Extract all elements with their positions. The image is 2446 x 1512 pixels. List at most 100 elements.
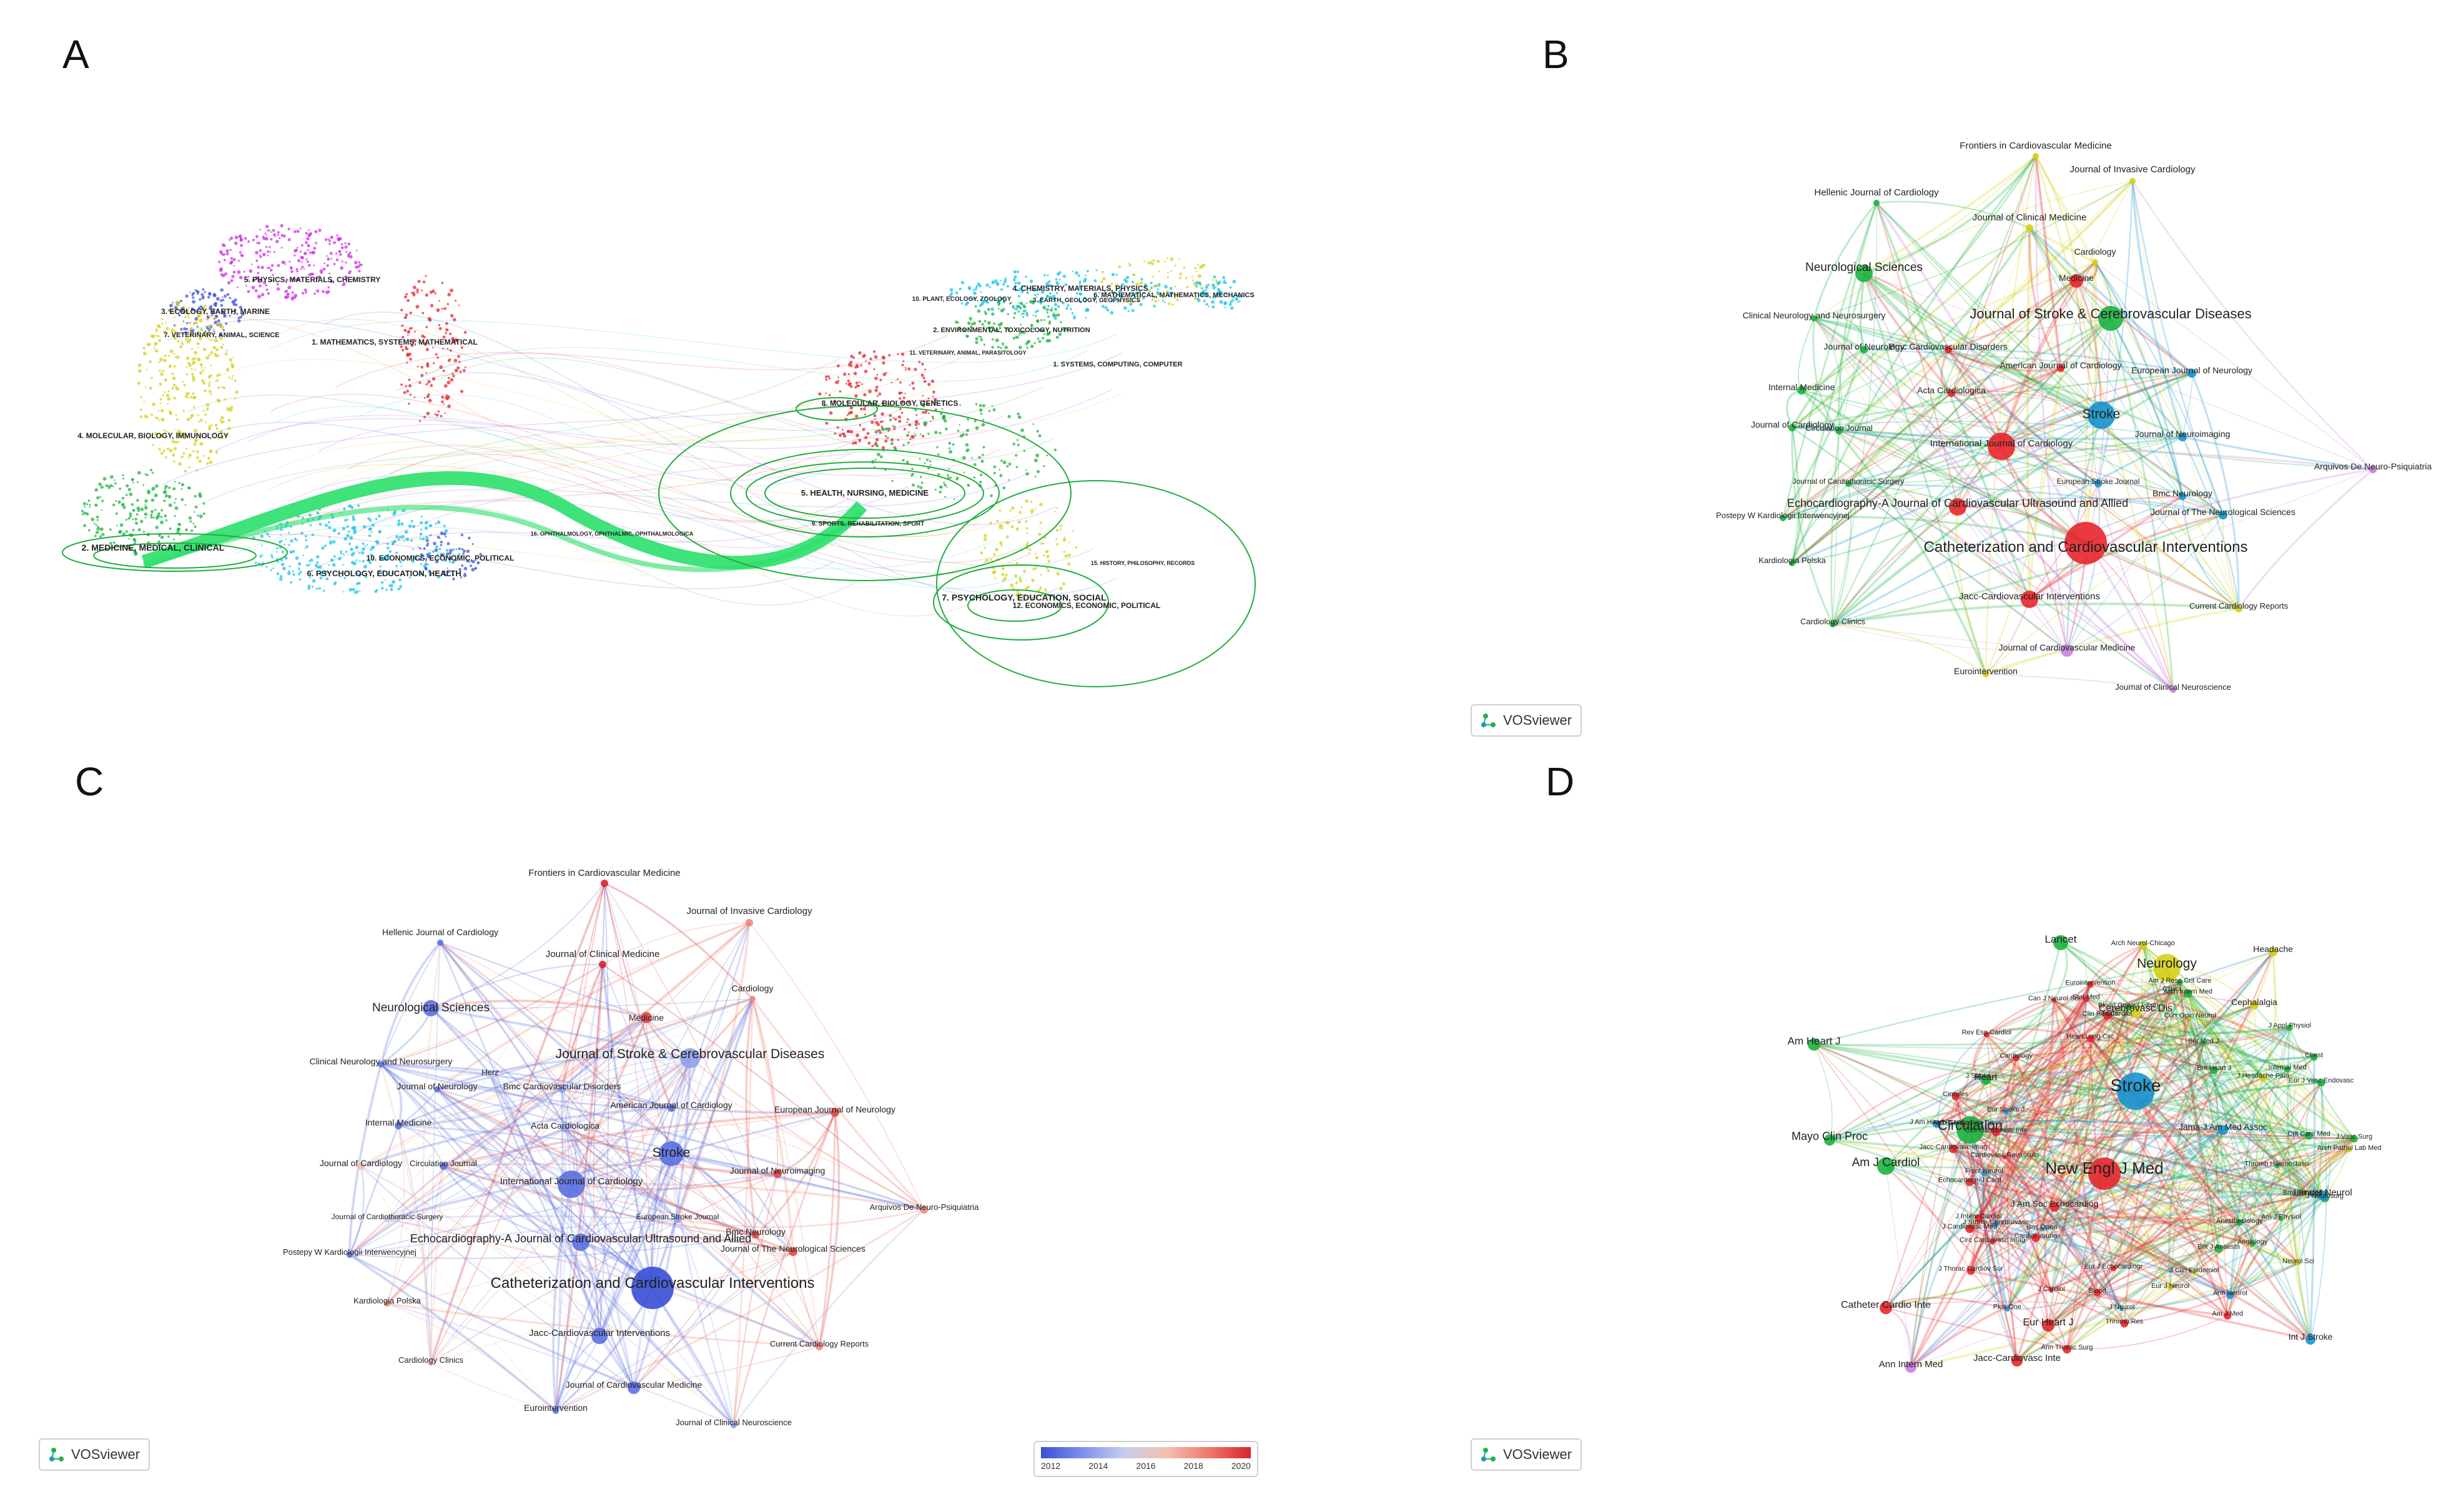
journal-dot	[1008, 462, 1012, 466]
journal-dot	[222, 297, 224, 298]
journal-dot	[239, 240, 242, 242]
journal-dot	[83, 524, 87, 528]
journal-dot	[177, 313, 181, 317]
journal-dot	[287, 285, 292, 290]
journal-dot	[1039, 586, 1042, 589]
journal-dot	[194, 321, 199, 325]
journal-dot	[225, 434, 229, 437]
cluster-points	[980, 499, 1078, 601]
journal-dot	[234, 397, 236, 400]
journal-dot	[447, 292, 451, 297]
journal-dot	[991, 338, 994, 341]
journal-label: Kardiologia Polska	[353, 1296, 421, 1305]
journal-dot	[155, 328, 158, 331]
journal-dot	[297, 278, 300, 281]
cluster-points	[870, 400, 1057, 500]
journal-dot	[424, 526, 428, 530]
journal-dot	[174, 515, 176, 518]
journal-dot	[350, 553, 354, 557]
journal-dot	[442, 335, 446, 339]
journal-dot	[429, 290, 433, 294]
journal-dot	[915, 414, 918, 416]
journal-dot	[876, 395, 879, 397]
journal-dot	[177, 429, 180, 432]
journal-dot	[158, 448, 161, 451]
journal-dot	[280, 247, 283, 249]
journal-dot	[1166, 277, 1169, 278]
journal-dot	[125, 518, 128, 521]
journal-dot	[194, 357, 197, 360]
journal-dot	[96, 519, 99, 521]
cluster-points	[398, 275, 467, 423]
journal-dot	[180, 498, 184, 501]
journal-dot	[874, 430, 879, 434]
journal-dot	[1025, 520, 1028, 523]
journal-dot	[1115, 273, 1118, 276]
journal-dot	[984, 534, 987, 538]
journal-dot	[142, 531, 145, 533]
map-label-left: 3. ECOLOGY, EARTH, MARINE	[161, 307, 270, 316]
journal-dot	[323, 570, 328, 574]
journal-dot	[1205, 285, 1208, 289]
journal-dot	[1038, 340, 1042, 343]
journal-dot	[392, 512, 397, 516]
journal-dot	[837, 376, 839, 378]
journal-dot	[1034, 566, 1037, 570]
journal-dot	[221, 386, 224, 388]
journal-dot	[425, 521, 428, 525]
journal-dot	[1016, 270, 1020, 273]
journal-dot	[207, 384, 210, 387]
journal-dot	[854, 415, 859, 418]
journal-dot	[176, 303, 180, 307]
journal-dot	[204, 304, 207, 308]
journal-dot	[1020, 428, 1024, 433]
journal-dot	[267, 254, 269, 257]
journal-dot	[230, 236, 234, 240]
journal-dot	[1010, 525, 1014, 529]
journal-dot	[151, 486, 155, 491]
vosviewer-label: VOSviewer	[71, 1446, 141, 1462]
journal-dot	[279, 237, 281, 240]
journal-dot	[149, 545, 152, 547]
journal-dot	[271, 264, 274, 267]
journal-dot	[264, 232, 267, 234]
journal-dot	[260, 293, 265, 297]
journal-dot	[214, 338, 219, 343]
journal-dot	[265, 566, 268, 568]
journal-dot	[466, 559, 470, 563]
journal-dot	[1032, 314, 1035, 317]
journal-dot	[219, 336, 223, 340]
journal-dot	[163, 491, 166, 494]
journal-dot	[127, 546, 131, 550]
journal-dot	[209, 315, 212, 317]
journal-dot	[946, 486, 948, 488]
journal-dot	[174, 356, 177, 358]
journal-dot	[980, 303, 984, 307]
journal-dot	[223, 258, 226, 262]
journal-dot	[1205, 303, 1209, 306]
journal-dot	[875, 441, 877, 444]
journal-dot	[328, 272, 331, 275]
journal-dot	[1203, 299, 1206, 302]
journal-dot	[447, 404, 451, 408]
journal-dot	[158, 534, 160, 538]
journal-dot	[1128, 264, 1131, 267]
journal-dot	[922, 395, 924, 397]
journal-dot	[192, 361, 195, 363]
journal-dot	[190, 368, 193, 370]
journal-dot	[398, 339, 401, 341]
journal-dot	[222, 312, 225, 315]
journal-dot	[301, 244, 303, 247]
journal-dot	[1029, 300, 1033, 304]
journal-dot	[427, 383, 429, 385]
journal-dot	[443, 559, 447, 562]
journal-dot	[1152, 259, 1155, 262]
journal-label: Acta Cardiologica	[531, 1121, 599, 1131]
journal-label: Rev Esp Cardiol	[1962, 1029, 2011, 1036]
journal-dot	[405, 385, 407, 388]
journal-dot	[347, 571, 350, 573]
journal-dot	[213, 302, 217, 307]
journal-dot	[1129, 297, 1132, 300]
journal-dot	[213, 330, 215, 333]
journal-dot	[449, 358, 451, 360]
